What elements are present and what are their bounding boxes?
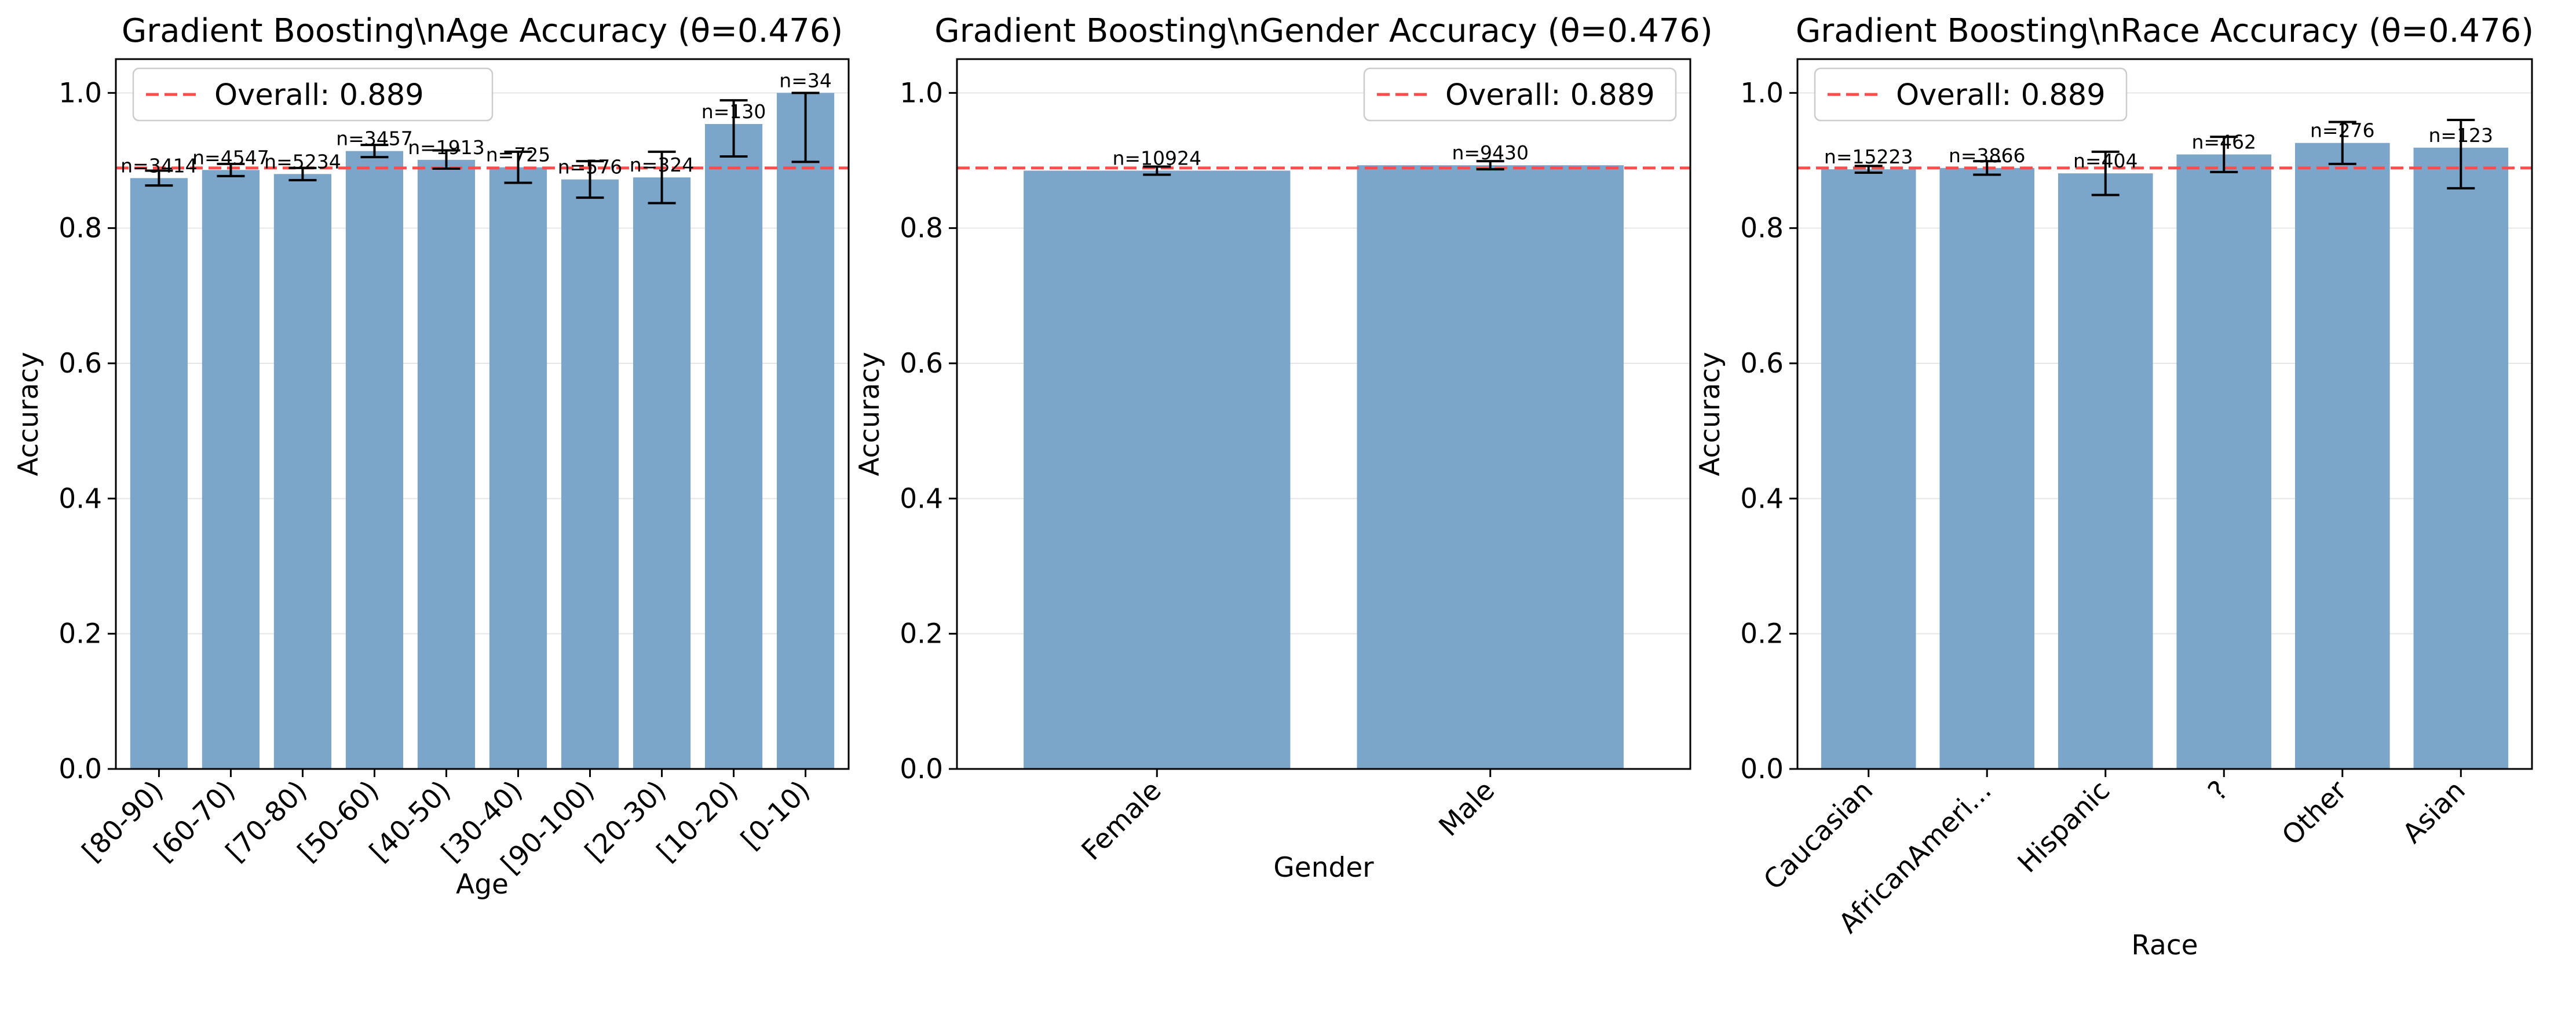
legend-box (1814, 67, 2128, 122)
bar-1 (1939, 167, 2035, 769)
y-tick-label: 0.2 (900, 618, 943, 650)
legend-label: Overall: 0.889 (1445, 78, 1655, 112)
y-tick-label: 0.0 (900, 753, 943, 785)
x-tick-label: Caucasian (1757, 775, 1879, 896)
x-tick-label: Hispanic (2012, 775, 2116, 879)
x-tick-label: [20-30) (579, 775, 673, 868)
chart-panel-2: n=15223 n=3866 n=404 n=462 n=276 n=123 0.0 0.2 0… (1694, 12, 2534, 961)
x-tick-label: [60-70) (148, 775, 242, 868)
sample-size-label: n=3414 (120, 154, 198, 177)
x-tick-label: Female (1076, 775, 1168, 867)
x-tick-label: Asian (2396, 775, 2472, 850)
x-tick-label: Other (2276, 774, 2354, 852)
bar-2 (2058, 173, 2153, 770)
x-tick-label: Male (1433, 775, 1501, 843)
sample-size-label: n=5234 (264, 150, 341, 173)
x-tick-label: [50-60) (292, 775, 385, 868)
x-tick-label: [40-50) (364, 775, 457, 868)
legend-box (1363, 67, 1677, 122)
bar-6 (561, 179, 619, 770)
plot-frame (115, 58, 850, 770)
y-tick-label: 0.8 (59, 213, 102, 245)
sample-size-label: n=725 (486, 144, 551, 166)
y-tick-label: 0.8 (1740, 213, 1784, 245)
legend: Overall: 0.889 (1363, 67, 1677, 122)
sample-size-label: n=10924 (1112, 147, 1201, 170)
bar-1 (202, 170, 260, 769)
plot-frame (1796, 58, 2533, 770)
y-tick-label: 0.0 (59, 753, 102, 785)
chart-title: Gradient Boosting\nAge Accuracy (θ=0.476… (122, 12, 843, 50)
y-tick-label: 0.4 (1740, 483, 1784, 515)
bar-3 (2176, 154, 2272, 769)
sample-size-label: n=324 (630, 154, 695, 176)
bar-5 (2413, 147, 2509, 769)
bar-4 (417, 159, 476, 769)
bar-0 (130, 178, 188, 769)
sample-size-label: n=576 (558, 156, 623, 178)
x-axis-label: Age (456, 869, 509, 900)
sample-size-label: n=15223 (1824, 145, 1913, 168)
y-axis-label: Accuracy (854, 352, 886, 476)
chart-title: Gradient Boosting\nGender Accuracy (θ=0.… (934, 12, 1712, 50)
y-tick-label: 0.8 (900, 213, 943, 245)
bar-3 (345, 151, 404, 770)
bar-2 (273, 174, 332, 769)
sample-size-label: n=123 (2429, 124, 2494, 147)
sample-size-label: n=9430 (1452, 141, 1529, 164)
sample-size-label: n=3457 (336, 127, 413, 150)
y-tick-label: 0.6 (1740, 348, 1784, 380)
legend-label: Overall: 0.889 (1896, 78, 2106, 112)
plot-frame (956, 58, 1691, 770)
bar-0 (1024, 170, 1291, 769)
y-axis-label: Accuracy (1694, 352, 1726, 476)
legend: Overall: 0.889 (1814, 67, 2128, 122)
y-tick-label: 0.2 (1740, 618, 1784, 650)
x-tick-label: [0-10) (735, 775, 816, 856)
y-tick-label: 0.0 (1740, 753, 1784, 785)
chart-title: Gradient Boosting\nRace Accuracy (θ=0.47… (1796, 12, 2534, 50)
y-axis-label: Accuracy (13, 352, 45, 476)
bar-1 (1357, 165, 1624, 770)
x-tick-label: [70-80) (220, 775, 313, 868)
sample-size-label: n=3866 (1949, 144, 2026, 167)
x-axis-label: Gender (1273, 852, 1374, 884)
y-tick-label: 0.6 (59, 348, 102, 380)
y-tick-label: 1.0 (59, 77, 102, 109)
y-tick-label: 0.6 (900, 348, 943, 380)
bar-4 (2294, 143, 2390, 770)
bar-8 (704, 124, 763, 769)
sample-size-label: n=130 (701, 100, 766, 123)
x-tick-label: [10-20) (651, 775, 744, 868)
bar-9 (776, 93, 835, 769)
bar-5 (489, 167, 547, 770)
legend-label: Overall: 0.889 (214, 78, 424, 112)
sample-size-label: n=462 (2191, 131, 2256, 154)
sample-size-label: n=404 (2073, 150, 2138, 172)
sample-size-label: n=4547 (192, 146, 269, 169)
x-tick-label: [80-90) (76, 775, 169, 868)
y-tick-label: 1.0 (900, 77, 943, 109)
legend-box (132, 67, 494, 122)
sample-size-label: n=1913 (408, 136, 485, 159)
x-tick-label: ? (2202, 775, 2235, 808)
legend: Overall: 0.889 (132, 67, 494, 122)
bar-0 (1821, 169, 1916, 770)
x-axis-label: Race (2131, 929, 2198, 961)
y-tick-label: 0.4 (59, 483, 102, 515)
bar-7 (633, 177, 691, 770)
y-tick-label: 1.0 (1740, 77, 1784, 109)
chart-panel-1: n=10924 n=9430 0.0 0.2 0.4 0.6 0.8 1.0 Female Mal… (854, 12, 1713, 884)
y-tick-label: 0.2 (59, 618, 102, 650)
sample-size-label: n=34 (779, 69, 832, 92)
sample-size-label: n=276 (2310, 119, 2375, 142)
y-tick-label: 0.4 (900, 483, 943, 515)
